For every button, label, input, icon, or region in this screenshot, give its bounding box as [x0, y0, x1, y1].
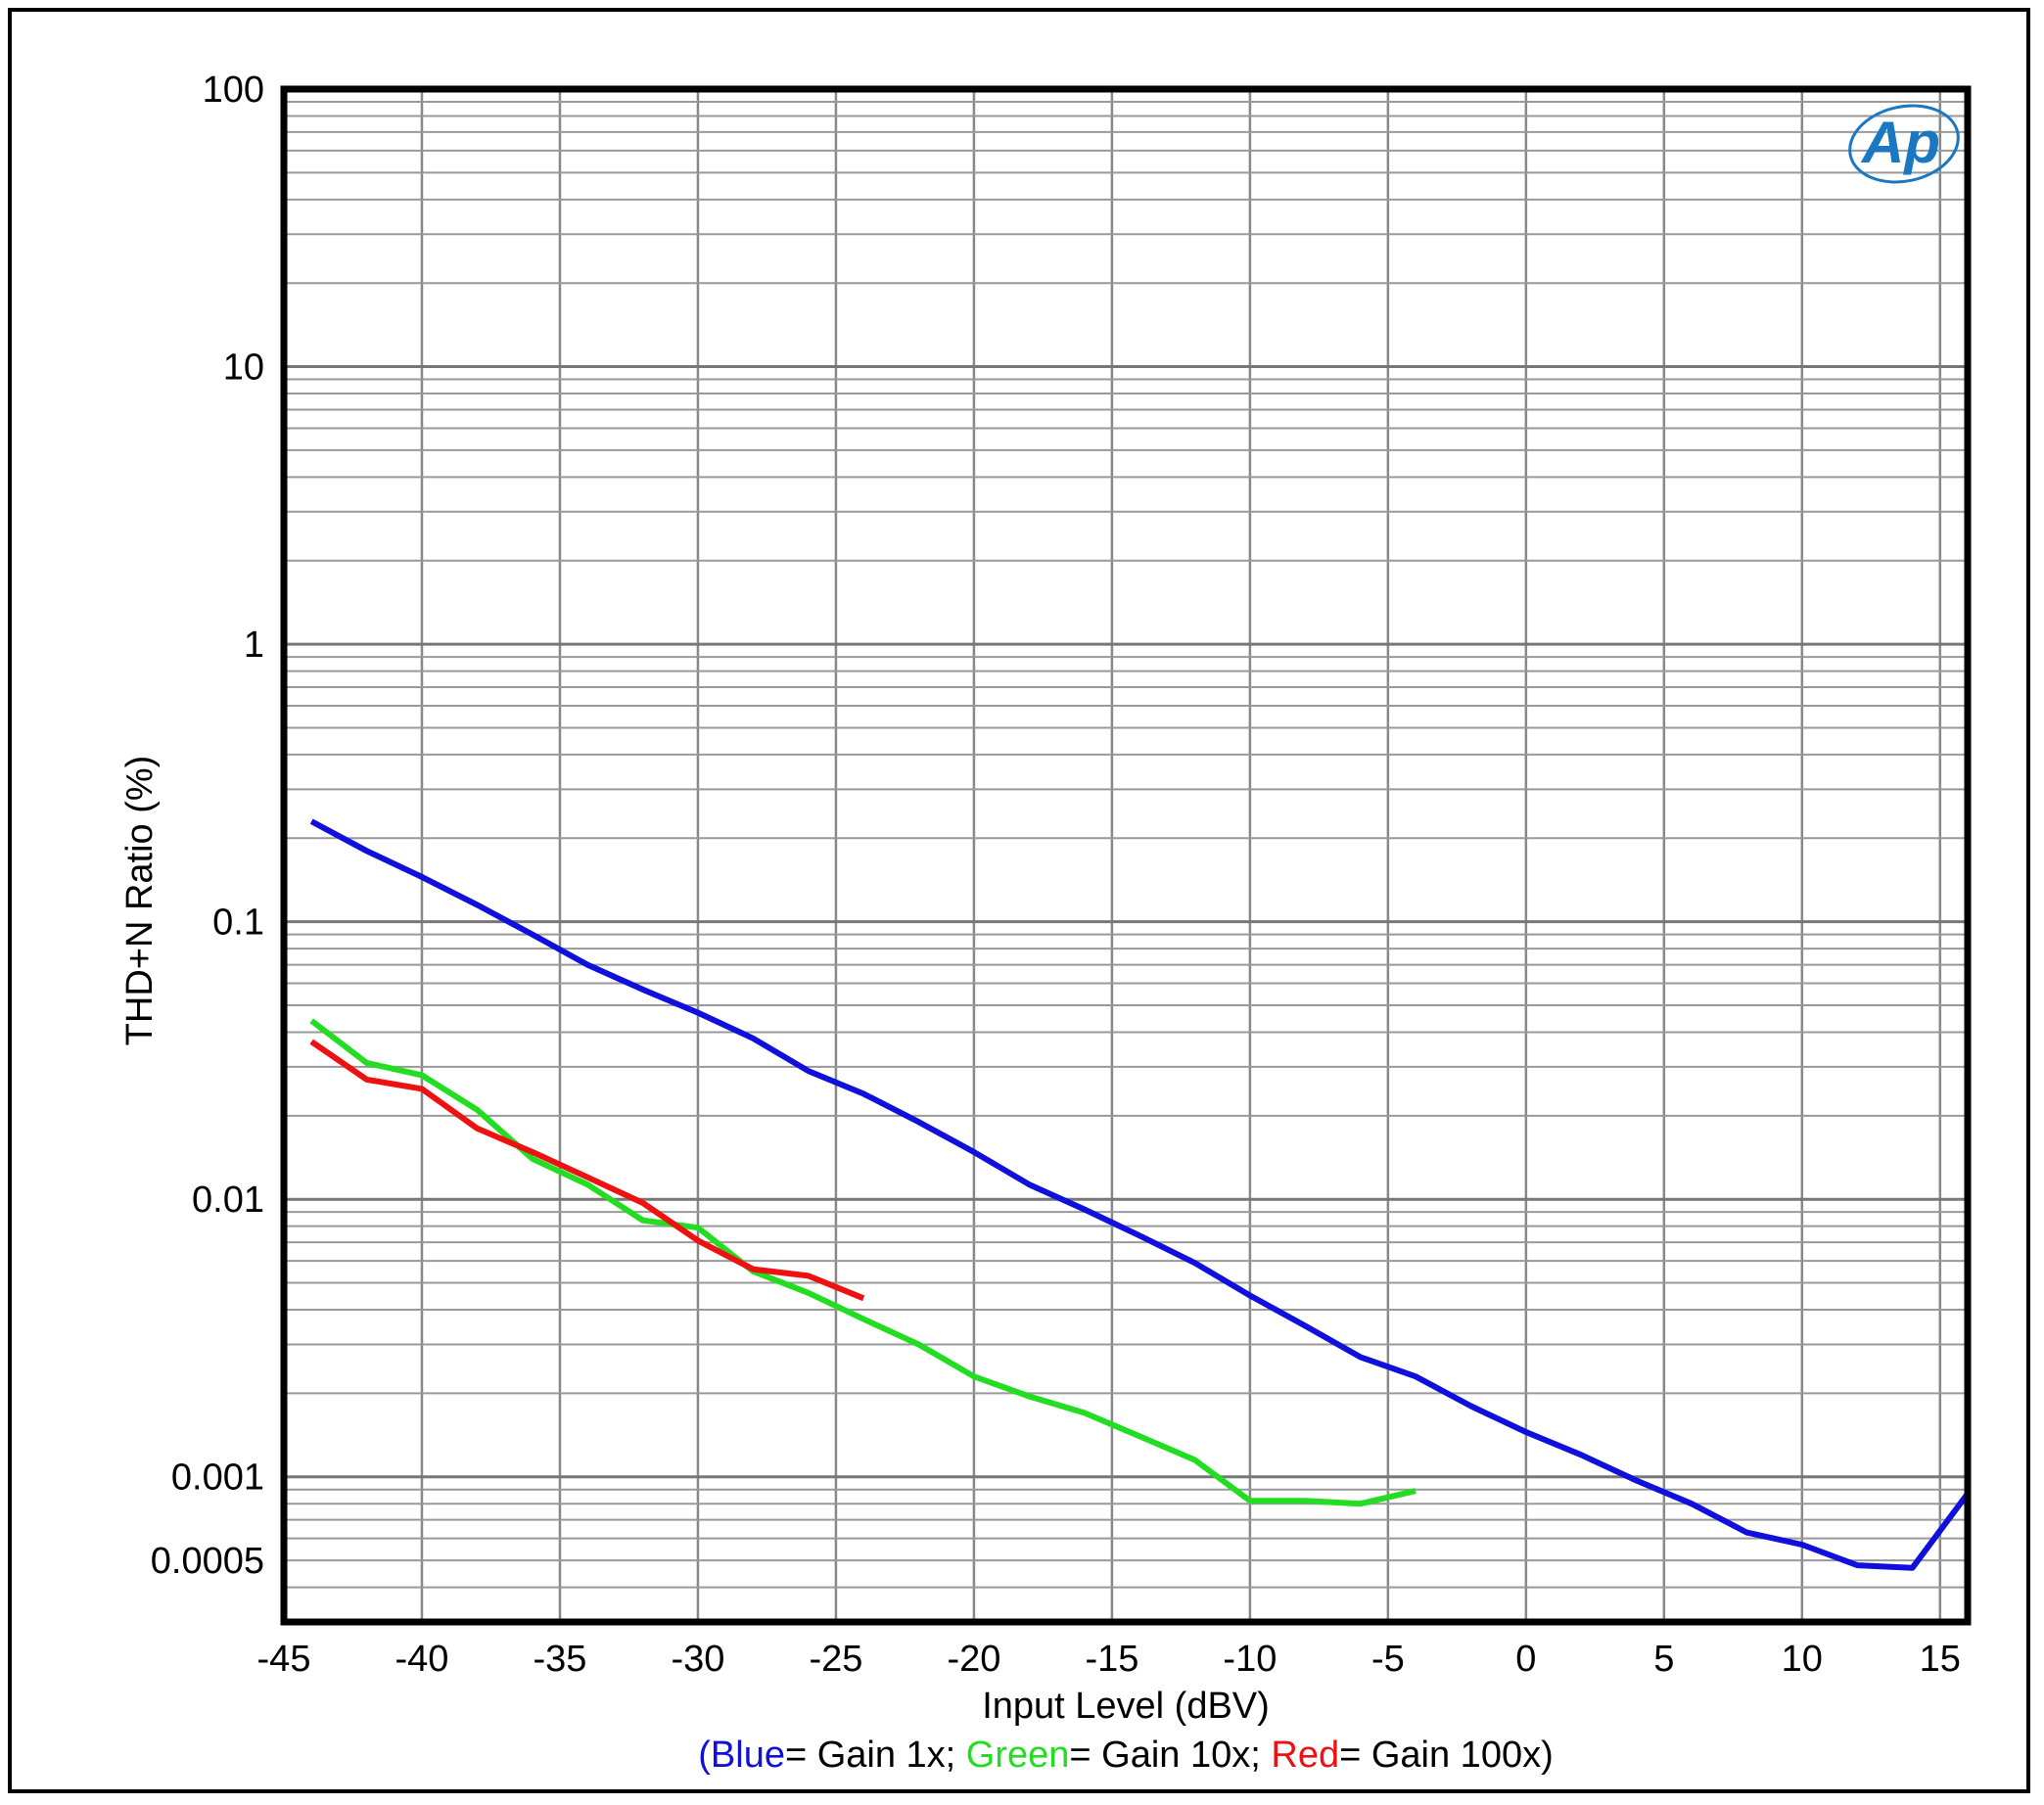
legend: (Blue= Gain 1x; Green= Gain 10x; Red= Ga…	[698, 1735, 1554, 1776]
x-tick-label: 15	[1920, 1639, 1961, 1680]
x-tick-labels: -45 -40 -35 -30 -25 -20 -15 -10 -5 0 5 10 15	[257, 1639, 1961, 1680]
series-group	[309, 818, 1971, 1571]
legend-red-text: = Gain 100x)	[1339, 1735, 1554, 1776]
plot-border	[280, 85, 1972, 1626]
x-tick-label: -45	[257, 1639, 311, 1680]
series-line-0	[309, 818, 1971, 1571]
y-tick-label: 0.001	[171, 1458, 264, 1499]
x-tick-label: -35	[534, 1639, 587, 1680]
series-line-2	[309, 1039, 865, 1302]
x-tick-label: 0	[1515, 1639, 1536, 1680]
y-tick-label: 10	[223, 347, 264, 389]
x-tick-label: 10	[1782, 1639, 1823, 1680]
x-tick-label: -5	[1371, 1639, 1405, 1680]
legend-green: Green	[966, 1735, 1070, 1776]
legend-blue: Blue	[711, 1735, 785, 1776]
x-tick-label: -15	[1085, 1639, 1138, 1680]
y-tick-labels: 100 10 1 0.1 0.01 0.001 0.0005	[151, 69, 264, 1582]
x-tick-label: -25	[809, 1639, 862, 1680]
x-axis-label: Input Level (dBV)	[982, 1686, 1270, 1727]
legend-blue-text: = Gain 1x;	[785, 1735, 966, 1776]
y-tick-label: 0.1	[212, 902, 264, 944]
legend-green-text: = Gain 10x;	[1069, 1735, 1271, 1776]
y-axis-label: THD+N Ratio (%)	[119, 756, 161, 1046]
grid	[282, 89, 1968, 1623]
x-tick-label: -10	[1223, 1639, 1277, 1680]
series-line-1	[309, 1018, 1417, 1507]
y-tick-label: 0.0005	[151, 1541, 264, 1582]
y-tick-label: 100	[203, 69, 264, 111]
x-tick-label: -20	[947, 1639, 1000, 1680]
legend-red: Red	[1271, 1735, 1339, 1776]
chart-frame	[8, 8, 2030, 1793]
x-tick-label: -40	[395, 1639, 449, 1680]
svg-text:Ap: Ap	[1860, 110, 1940, 175]
y-tick-label: 1	[244, 625, 264, 666]
legend-open: (	[698, 1735, 711, 1776]
x-tick-label: -30	[671, 1639, 724, 1680]
y-tick-label: 0.01	[192, 1180, 264, 1221]
ap-logo: Ap	[1848, 104, 1960, 184]
x-tick-label: 5	[1653, 1639, 1674, 1680]
